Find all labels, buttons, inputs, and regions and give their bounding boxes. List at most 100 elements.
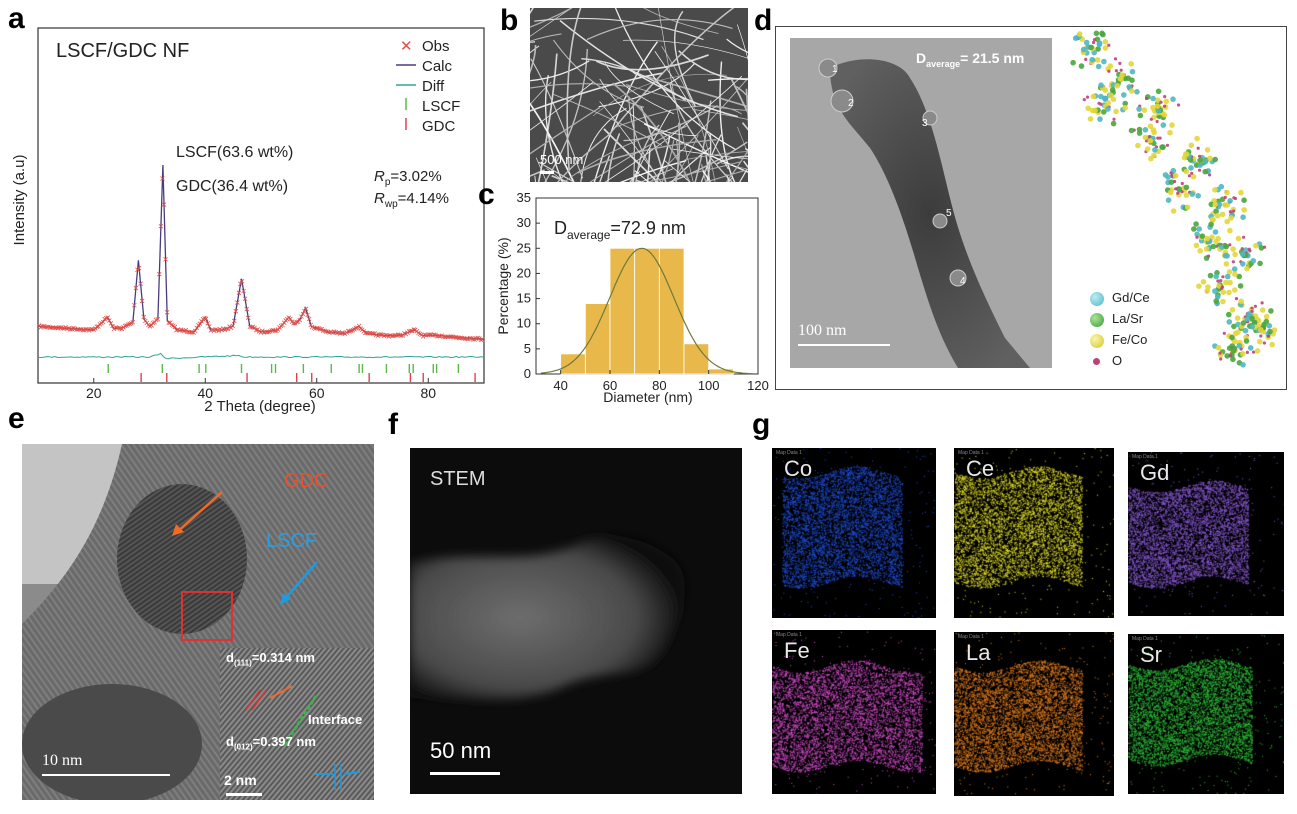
atom [1155,108,1162,114]
sem-fiber [622,39,748,59]
atom [1228,243,1232,247]
tem-particle [949,269,967,287]
obs-point [205,321,210,326]
atom [1227,227,1233,234]
atom [1242,327,1249,334]
atom [1102,95,1108,102]
atom [1202,168,1208,175]
obs-point [83,326,89,332]
atom [1230,348,1237,354]
obs-point [139,298,145,304]
eds-map-la: Map Data 1 La [954,632,1114,796]
sem-fiber [537,53,558,182]
atom [1224,218,1230,225]
atom [1091,49,1097,56]
atom [1203,246,1210,252]
hrtem-image: GDC LSCF 10 nm d(111)=0.314 nm Inter [22,444,374,800]
histogram-xtick-label: 100 [698,378,720,393]
obs-point [108,321,114,326]
atom [1144,96,1149,101]
histogram-xlabel: Diameter (nm) [603,389,692,405]
atom [1198,154,1202,158]
atom [1251,319,1258,326]
atom [1212,288,1218,294]
sem-fiber [552,39,645,108]
tem-particle [932,213,948,229]
obs-point [408,328,413,334]
atom [1070,59,1076,66]
calc-series [37,164,485,340]
atom [1099,102,1103,106]
atom [1168,179,1175,185]
hrtem-scale-label: 10 nm [42,752,83,769]
map-caption: Map Data 1 [958,634,984,640]
sem-fiber [534,17,704,41]
obs-point [166,320,171,325]
atom [1160,122,1167,128]
atom [1161,112,1168,118]
atom [1259,307,1266,313]
atom [1219,357,1223,361]
atom [1092,107,1098,114]
sem-fiber [705,154,711,182]
atom [1243,247,1249,253]
inset-scale-label: 2 nm [224,772,257,788]
sem-fiber [654,136,671,182]
obs-point [118,326,123,331]
panel-d-frame [775,26,1287,390]
atom [1247,345,1254,351]
obs-point [314,325,320,331]
eds-label-la: La [966,640,991,665]
atom [1237,283,1244,289]
sem-fiber [530,8,573,37]
sem-fiber [530,110,532,112]
atom [1197,248,1203,254]
sem-fiber [598,62,696,108]
atom [1147,138,1154,144]
atom [1241,207,1247,213]
atom [1193,242,1200,249]
atom [1216,201,1223,208]
tem-particle [922,110,938,126]
atom [1134,89,1140,95]
atom [1240,251,1246,258]
sem-fiber [737,126,748,155]
diff-line [37,352,485,360]
obs-point [294,319,299,325]
atom [1107,69,1111,73]
atom [1196,146,1200,150]
atom [1224,273,1231,280]
atom [1213,298,1219,304]
obs-point [164,309,170,315]
atom [1204,235,1210,242]
obs-point [378,332,384,337]
eds-map-ce: Map Data 1 Ce [954,448,1114,618]
obs-point [224,326,229,332]
sem-fiber [658,8,694,182]
atom [1207,272,1214,279]
atom [1177,103,1181,107]
sem-fiber [649,77,748,182]
atom [1224,253,1230,259]
atom [1136,126,1143,133]
histogram-xtick-label: 120 [747,378,769,393]
atom [1196,226,1202,232]
sem-fiber [673,10,696,107]
obs-point [324,329,329,334]
atom [1195,235,1199,239]
sem-fiber [589,125,687,182]
atom [1253,304,1257,308]
atom [1254,348,1261,354]
atom [1244,265,1250,272]
legend-lasr-icon [1090,313,1104,327]
obs-point [130,320,136,325]
tem-marker-4: 4 [960,276,966,287]
sem-fiber [644,161,741,182]
tem-fiber-drawing: 1 2 3 4 5 [818,58,1030,368]
sem-fiber [735,85,748,98]
eds-label-fe: Fe [784,638,810,663]
stem-image: STEM 50 nm [410,448,742,794]
atom [1083,39,1090,46]
atom [1234,315,1241,321]
atom [1122,105,1128,111]
